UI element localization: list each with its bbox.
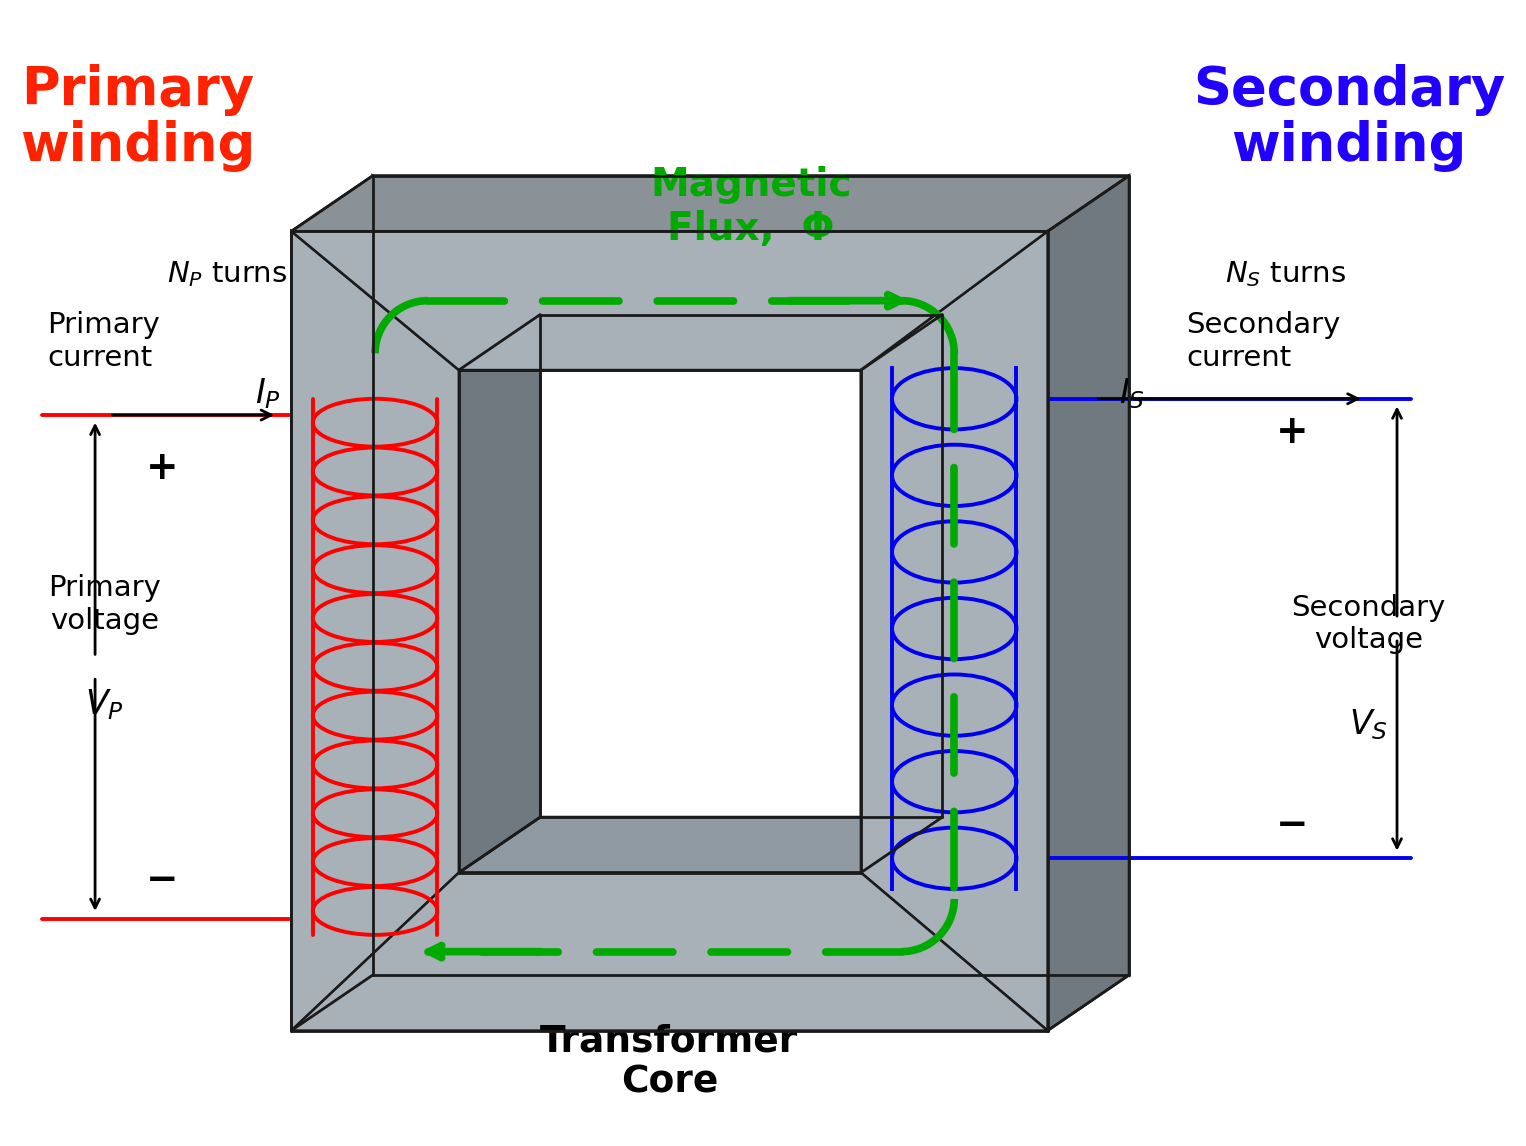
Text: −: − (1276, 806, 1308, 843)
Text: Magnetic
Flux,  Φ: Magnetic Flux, Φ (650, 166, 852, 249)
Polygon shape (861, 314, 942, 872)
Polygon shape (942, 175, 1129, 975)
Polygon shape (291, 175, 1129, 231)
Polygon shape (372, 817, 1129, 975)
Polygon shape (372, 175, 1129, 314)
Text: Primary
current: Primary current (47, 311, 160, 371)
Polygon shape (861, 231, 1048, 1030)
Text: $N_S$ turns: $N_S$ turns (1225, 259, 1346, 289)
Polygon shape (291, 872, 1048, 1030)
Polygon shape (1048, 175, 1129, 1030)
Text: $I_S$: $I_S$ (1120, 377, 1146, 411)
Polygon shape (291, 231, 459, 1030)
Text: $N_P$ turns: $N_P$ turns (166, 259, 287, 289)
Text: Secondary
winding: Secondary winding (1193, 64, 1505, 172)
Text: +: + (146, 449, 179, 487)
Text: $I_P$: $I_P$ (255, 377, 281, 411)
Text: Secondary
voltage: Secondary voltage (1291, 594, 1445, 654)
Polygon shape (459, 314, 942, 370)
Text: +: + (1276, 414, 1308, 452)
Text: $V_P$: $V_P$ (85, 688, 124, 722)
Polygon shape (459, 314, 540, 872)
Text: −: − (146, 862, 179, 900)
Polygon shape (459, 314, 942, 370)
Text: Transformer
Core: Transformer Core (540, 1023, 798, 1101)
Polygon shape (459, 817, 942, 872)
Text: Primary
winding: Primary winding (20, 64, 256, 172)
Text: Primary
voltage: Primary voltage (49, 574, 162, 635)
Text: Secondary
current: Secondary current (1186, 311, 1341, 371)
Text: $V_S$: $V_S$ (1349, 707, 1387, 741)
Polygon shape (291, 231, 1048, 370)
Polygon shape (372, 175, 540, 975)
